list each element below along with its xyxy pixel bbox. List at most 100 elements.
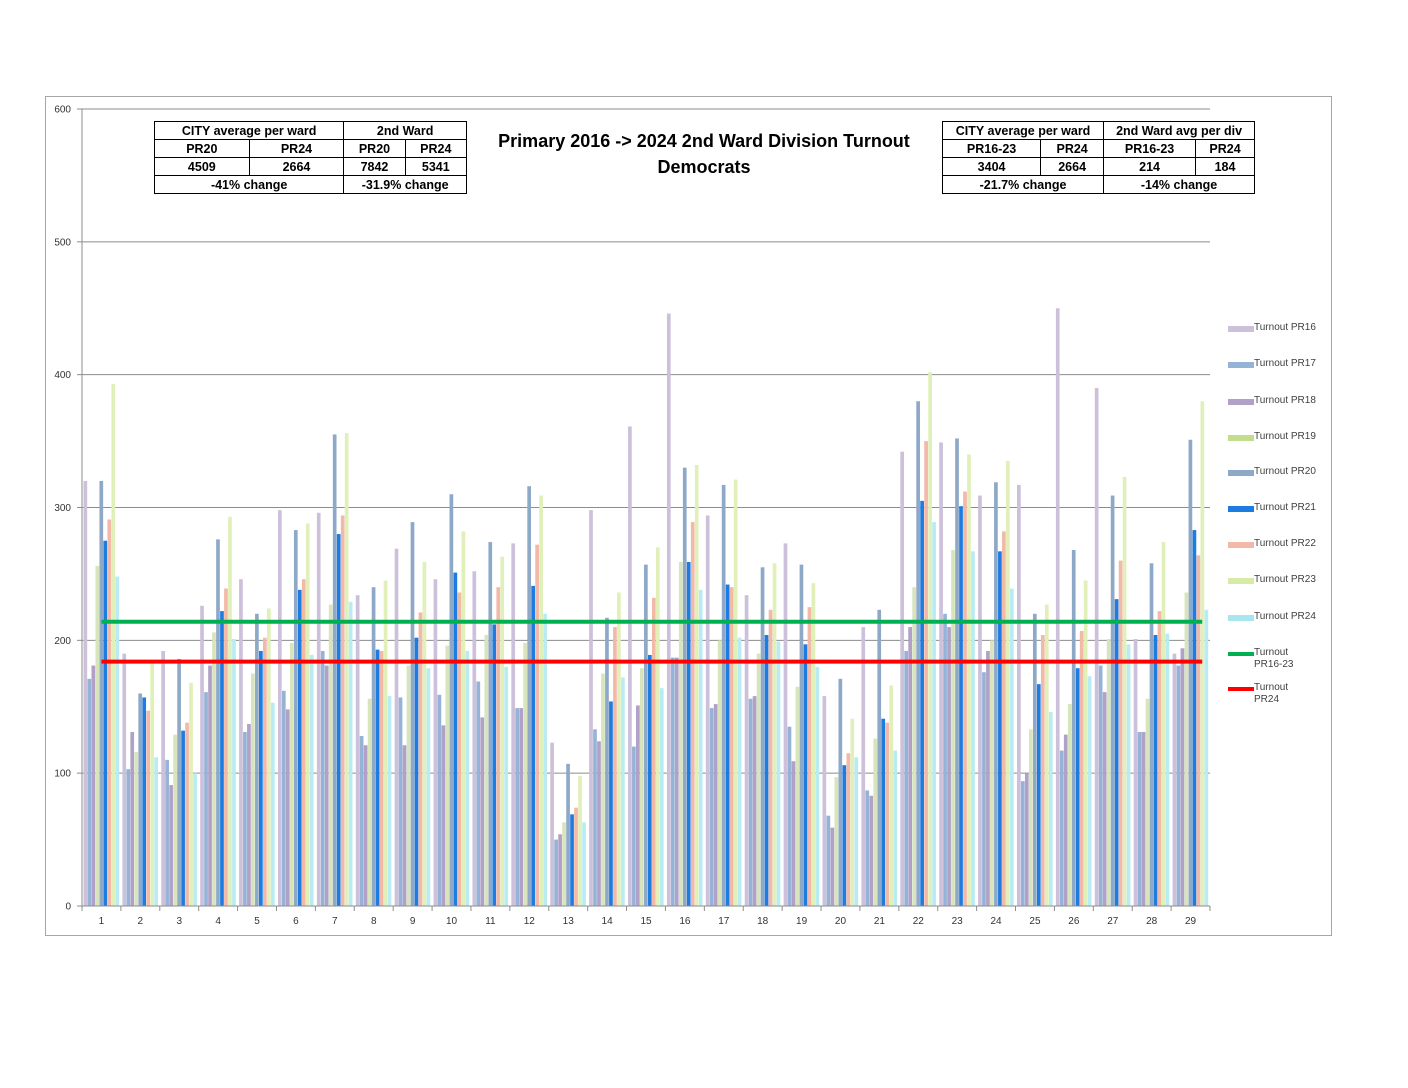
bar-turnout-pr23-8 [383,580,388,906]
bar-turnout-pr21-19 [803,644,808,906]
bar-turnout-pr16-19 [783,543,788,906]
stats-right-header-ward: 2nd Ward avg per div [1103,121,1255,140]
bar-turnout-pr19-18 [756,653,761,906]
bar-turnout-pr23-6 [305,523,310,906]
bar-turnout-pr21-27 [1114,599,1119,906]
bar-turnout-pr24-28 [1165,633,1170,906]
bar-turnout-pr24-14 [621,677,625,906]
bar-turnout-pr22-22 [924,441,928,906]
bar-turnout-pr19-11 [484,635,489,906]
stats-left-value-2: 2664 [248,157,345,176]
x-tick-label-4: 4 [215,916,221,927]
bar-turnout-pr24-11 [504,666,509,906]
bar-turnout-pr22-27 [1118,560,1123,906]
x-tick-label-22: 22 [913,916,925,927]
bar-turnout-pr20-25 [1032,613,1037,906]
bar-turnout-pr24-5 [270,702,275,906]
bar-turnout-pr23-7 [344,433,349,906]
bar-turnout-pr23-3 [189,682,193,906]
chart-title: Primary 2016 -> 2024 2nd Ward Division T… [478,128,930,180]
bar-turnout-pr16-18 [744,595,749,906]
bar-turnout-pr20-16 [682,467,687,906]
bar-turnout-pr21-25 [1036,684,1041,906]
bar-turnout-pr23-12 [539,495,543,906]
stats-right-value-4: 184 [1195,157,1255,176]
x-tick-label-7: 7 [332,916,338,927]
x-tick-label-12: 12 [524,916,536,927]
bar-turnout-pr18-13 [558,834,562,906]
chart-title-line2: Democrats [657,157,751,177]
legend-label-pr23: Turnout PR23 [1254,574,1316,585]
bar-turnout-pr16-17 [705,515,710,906]
bar-turnout-pr19-5 [251,673,255,906]
bar-turnout-pr19-8 [367,698,372,906]
bar-turnout-pr21-26 [1075,668,1080,906]
bar-turnout-pr23-2 [150,661,155,906]
x-tick-label-14: 14 [602,916,614,927]
bar-turnout-pr19-27 [1106,639,1111,906]
bar-turnout-pr21-9 [414,637,419,906]
bar-turnout-pr17-5 [243,731,247,906]
bar-turnout-pr16-16 [666,313,671,906]
bar-turnout-pr24-18 [776,641,781,906]
bar-turnout-pr19-13 [562,822,566,906]
x-tick-label-16: 16 [679,916,691,927]
stats-right-change-ward: -14% change [1103,175,1255,194]
bar-turnout-pr22-7 [340,515,345,906]
legend-swatch-pr24 [1228,615,1254,621]
bar-turnout-pr20-15 [644,564,648,906]
bar-turnout-pr18-4 [208,665,212,906]
bar-turnout-pr17-6 [281,690,286,906]
bar-turnout-pr21-8 [375,649,380,906]
bar-turnout-pr18-16 [674,657,679,906]
bar-turnout-pr23-13 [578,775,582,906]
legend-swatch-pr17 [1228,362,1254,368]
bar-turnout-pr21-18 [764,635,769,906]
bar-turnout-pr23-17 [733,479,738,906]
legend-swatch-pr21 [1228,506,1254,512]
x-tick-label-17: 17 [718,916,730,927]
bar-turnout-pr17-16 [670,657,675,906]
bar-turnout-pr21-5 [259,650,263,906]
city-ward-stats-table: CITY average per ward 2nd Ward PR20 PR24… [153,121,468,194]
bar-turnout-pr19-20 [834,777,839,906]
stats-left-value-1: 4509 [154,157,250,176]
x-tick-label-21: 21 [874,916,886,927]
legend-label-pr18: Turnout PR18 [1254,395,1316,406]
bar-turnout-pr20-27 [1110,495,1115,906]
legend-swatch-avg-pr16-23 [1228,652,1254,656]
bar-turnout-pr21-13 [570,814,574,906]
bar-turnout-pr16-4 [200,605,204,906]
bar-turnout-pr16-3 [161,650,165,906]
bar-turnout-pr24-16 [698,589,703,906]
bar-turnout-pr20-4 [216,539,220,906]
bar-turnout-pr22-19 [807,607,812,907]
bar-turnout-pr21-6 [297,589,302,906]
legend-label-avg-pr24: Turnout PR24 [1254,682,1288,706]
bar-turnout-pr19-10 [445,645,450,906]
x-tick-label-24: 24 [991,916,1003,927]
bar-turnout-pr23-11 [500,556,505,906]
bar-turnout-pr18-26 [1063,734,1068,906]
bar-turnout-pr16-8 [355,595,360,906]
bar-turnout-pr23-10 [461,531,466,906]
bar-turnout-pr22-1 [107,519,112,906]
bar-turnout-pr24-2 [154,757,158,906]
bar-turnout-pr21-1 [103,540,108,906]
bar-turnout-pr18-25 [1024,773,1029,906]
bar-turnout-pr19-12 [523,642,528,906]
legend-label-avg-pr16-23: Turnout PR16-23 [1254,647,1293,671]
bar-turnout-pr23-4 [228,516,232,906]
x-tick-label-25: 25 [1029,916,1041,927]
bar-turnout-pr24-29 [1204,609,1209,906]
bar-turnout-pr17-17 [709,708,714,906]
bar-turnout-pr20-8 [371,587,376,906]
bar-turnout-pr19-28 [1145,698,1150,906]
bar-turnout-pr18-5 [247,724,251,906]
bar-turnout-pr24-13 [582,822,586,906]
bar-turnout-pr22-16 [690,522,695,906]
bar-turnout-pr23-23 [967,454,971,906]
bar-turnout-pr24-25 [1048,712,1053,906]
